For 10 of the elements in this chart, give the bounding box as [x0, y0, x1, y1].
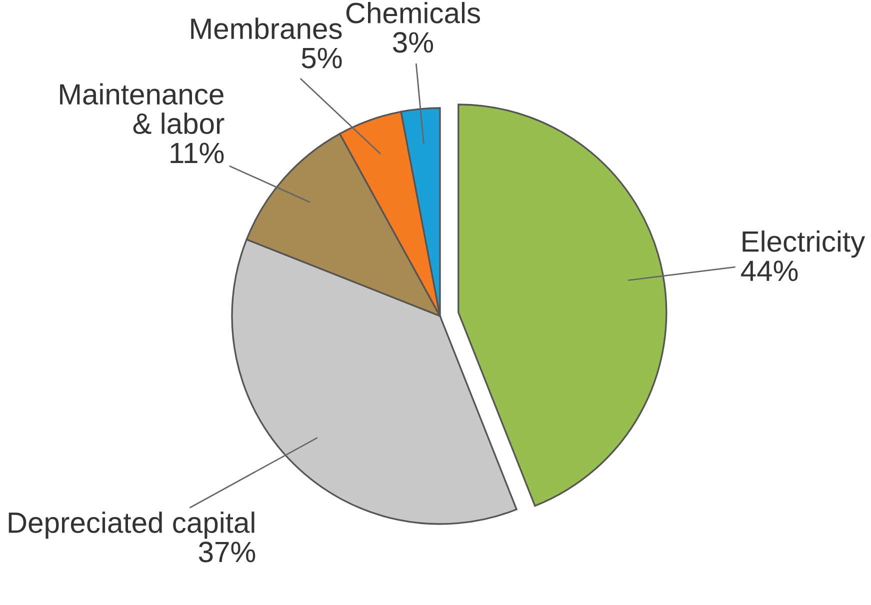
slice-label: Membranes: [191, 18, 342, 40]
slice-label: Electricity: [742, 230, 866, 258]
data-label: 44%: [741, 260, 798, 282]
data-label: 11%: [170, 142, 224, 164]
slice-label: Depreciated capital: [8, 512, 254, 539]
data-label: 3%: [393, 32, 434, 53]
slice-label: Maintenance & labor: [60, 83, 224, 134]
slice-label: Chemicals: [346, 2, 480, 24]
data-label: 5%: [302, 48, 342, 68]
data-label: 37%: [198, 542, 256, 562]
